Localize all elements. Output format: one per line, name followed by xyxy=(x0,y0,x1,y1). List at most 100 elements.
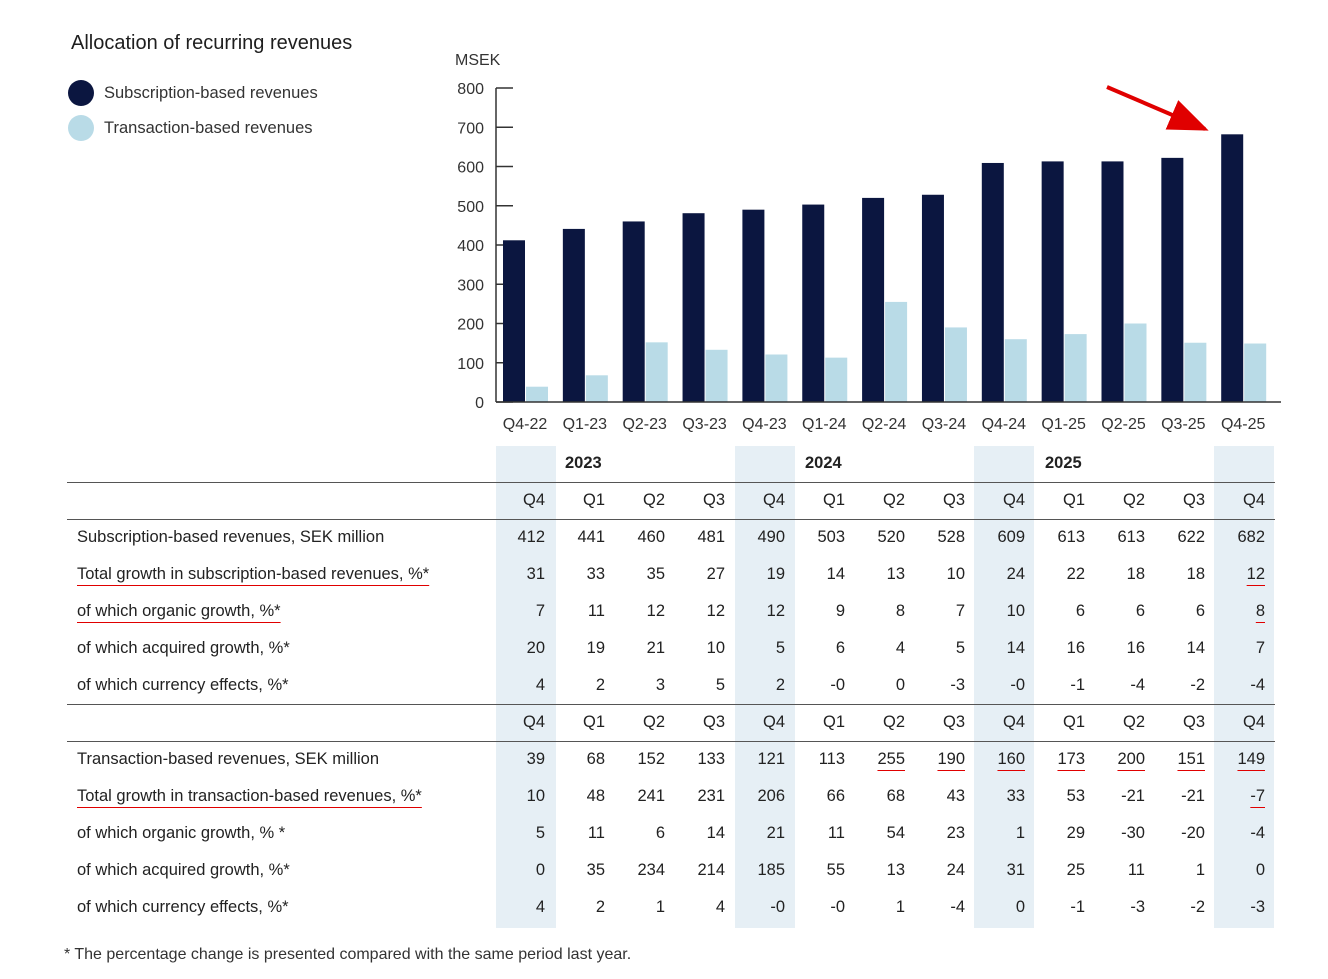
year-header-spacer xyxy=(495,446,555,482)
table-cell: 14 xyxy=(1006,639,1025,657)
y-tick-label: 800 xyxy=(457,81,484,98)
table-cell: 9 xyxy=(835,602,845,620)
table-cell: -0 xyxy=(1010,675,1025,694)
quarter-header: Q4 xyxy=(495,481,555,519)
table-cell: 6 xyxy=(1195,602,1205,620)
table-cell: -1 xyxy=(1070,898,1085,916)
quarter-header: Q2 xyxy=(855,481,915,519)
table-cell: 6 xyxy=(1075,602,1085,620)
table-cell: 16 xyxy=(1066,639,1085,657)
table-cell: 503 xyxy=(795,518,855,556)
table-cell: 10 xyxy=(526,787,545,805)
table-cell: 27 xyxy=(706,565,725,583)
table-cell: 14 xyxy=(826,565,845,583)
table-cell: -21 xyxy=(1181,787,1205,805)
table-cell: -4 xyxy=(950,898,965,916)
table-cell: 10 xyxy=(1006,602,1025,620)
quarter-header: Q1 xyxy=(795,703,855,741)
y-tick-label: 700 xyxy=(457,120,484,137)
bar-subscription xyxy=(1101,161,1124,402)
quarter-header: Q4 xyxy=(1215,481,1275,519)
table-cell: 13 xyxy=(886,565,905,583)
table-cell: 622 xyxy=(1155,518,1215,556)
bar-transaction xyxy=(1064,334,1087,402)
table-cell: 11 xyxy=(1127,861,1145,879)
table-cell: 682 xyxy=(1215,518,1275,556)
table-cell: 113 xyxy=(795,740,855,778)
table-cell: -3 xyxy=(1250,898,1265,916)
table-cell: 133 xyxy=(675,740,735,778)
bar-transaction xyxy=(1184,342,1207,402)
table-cell: 490 xyxy=(735,518,795,556)
year-label: 2024 xyxy=(805,454,842,473)
table-cell: 55 xyxy=(826,861,845,879)
table-cell: 12 xyxy=(766,602,785,620)
table-cell: 5 xyxy=(775,639,785,657)
table-cell: 10 xyxy=(946,565,965,583)
quarter-header: Q3 xyxy=(1155,481,1215,519)
table-cell: 185 xyxy=(757,861,785,879)
table-cell: 19 xyxy=(766,565,785,583)
bar-subscription xyxy=(1041,161,1064,402)
table-cell: 0 xyxy=(1015,898,1025,916)
table-cell: 160 xyxy=(975,740,1035,778)
quarter-header-row: Q4 Q1 Q2 Q3 Q4 Q1 Q2 Q3 Q4 Q1 Q2 Q3 Q4 xyxy=(67,703,1275,741)
table-row: of which currency effects, %* 4 2 1 4 -0 -0 1 -4… xyxy=(67,889,1275,926)
table-cell: 33 xyxy=(1006,787,1025,805)
quarter-header: Q3 xyxy=(915,703,975,741)
table-cell: 613 xyxy=(1035,518,1095,556)
bar-subscription xyxy=(1221,134,1244,402)
table-cell: 68 xyxy=(886,787,905,805)
table-cell: 12 xyxy=(1215,556,1275,593)
table-cell: 4 xyxy=(895,639,905,657)
table-cell: 35 xyxy=(646,565,665,583)
table-cell: 25 xyxy=(1066,861,1085,879)
quarter-header: Q1 xyxy=(555,703,615,741)
cell-text: 173 xyxy=(1057,750,1085,769)
bar-chart: MSEK 0 100 200 300 400 500 600 700 800 Q4-22 Q1-2… xyxy=(455,52,1281,433)
quarter-header: Q4 xyxy=(975,703,1035,741)
cell-text: -7 xyxy=(1250,787,1265,805)
legend-swatch-subscription xyxy=(68,80,94,106)
quarter-header: Q4 xyxy=(735,703,795,741)
quarter-header: Q2 xyxy=(615,703,675,741)
table-cell: 0 xyxy=(535,861,545,879)
quarter-header-row: Q4 Q1 Q2 Q3 Q4 Q1 Q2 Q3 Q4 Q1 Q2 Q3 Q4 xyxy=(67,481,1275,519)
bar-transaction xyxy=(1004,339,1027,402)
table-cell: 11 xyxy=(587,602,605,620)
y-axis-label: MSEK xyxy=(455,52,501,69)
table-cell: 29 xyxy=(1066,824,1085,842)
row-label: of which currency effects, %* xyxy=(77,898,289,916)
table-cell: 18 xyxy=(1126,565,1145,583)
year-label: 2023 xyxy=(565,454,602,473)
row-label: of which organic growth, % * xyxy=(77,824,286,842)
table-cell: 609 xyxy=(975,518,1035,556)
table-cell: -21 xyxy=(1121,787,1145,805)
table-cell: 21 xyxy=(646,639,665,657)
y-tick-label: 400 xyxy=(457,238,484,255)
table-cell: 11 xyxy=(827,824,845,842)
table-cell: 8 xyxy=(895,602,905,620)
table-cell: 48 xyxy=(586,787,605,805)
table-cell: 214 xyxy=(697,861,725,879)
table-cell: 4 xyxy=(715,898,725,916)
table-cell: 234 xyxy=(637,861,665,879)
x-tick-label: Q3-24 xyxy=(922,416,967,433)
chart-title: Allocation of recurring revenues xyxy=(71,32,353,54)
x-tick-label: Q4-24 xyxy=(982,416,1027,433)
bar-subscription xyxy=(862,197,885,402)
table-cell: -3 xyxy=(1130,898,1145,916)
table-cell: 190 xyxy=(915,740,975,778)
bar-transaction xyxy=(765,354,788,402)
table-cell: 206 xyxy=(757,787,785,805)
table-cell: 24 xyxy=(1006,565,1025,583)
table-cell: 231 xyxy=(697,787,725,805)
table-cell: 3 xyxy=(655,675,665,694)
table-row: of which acquired growth, %* 0 35 234 214 185… xyxy=(67,852,1275,889)
row-label: of which organic growth, %* xyxy=(67,593,495,630)
table-row: of which organic growth, % * 5 11 6 14 21 11 54… xyxy=(67,815,1275,852)
revenue-table: 2023 2024 2025 Q4 Q1 Q2 Q3 Q4 Q1 Q2 Q3 Q4 Q1 Q2 Q3 Q4 Su… xyxy=(67,446,1275,926)
legend-label-transaction: Transaction-based revenues xyxy=(104,118,313,137)
table-cell: 520 xyxy=(855,518,915,556)
quarter-header: Q3 xyxy=(1155,703,1215,741)
